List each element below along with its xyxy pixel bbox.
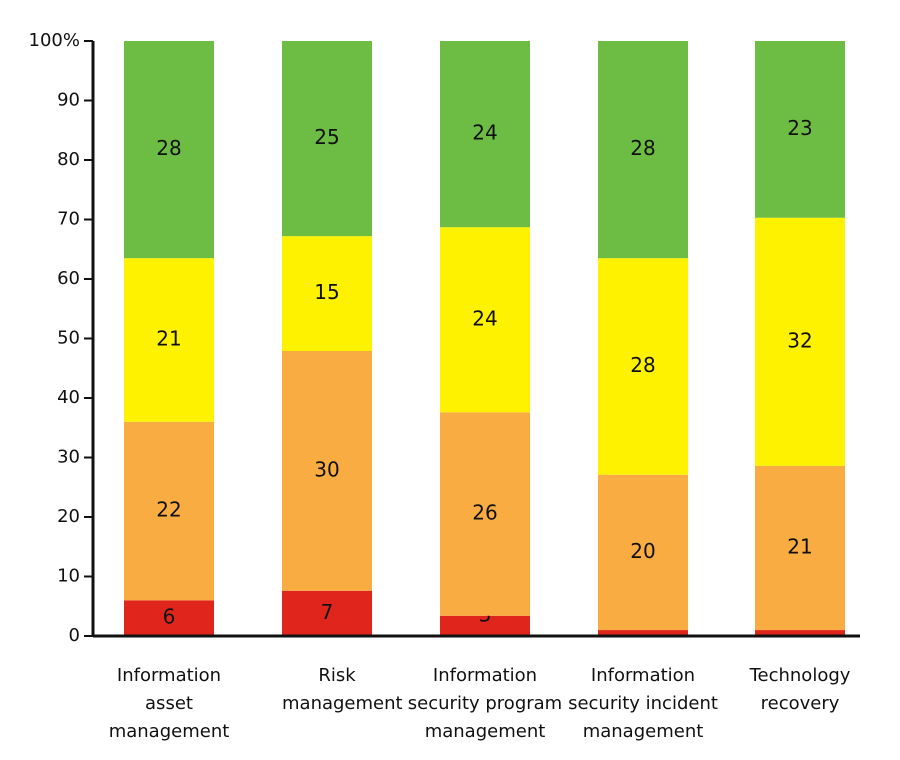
y-tick-label: 20: [57, 506, 80, 527]
x-tick-label: Risk management: [282, 665, 403, 714]
bar-segment: [598, 630, 688, 636]
y-tick-label: 50: [57, 328, 80, 349]
y-tick-label: 40: [57, 387, 80, 408]
segment-label: 30: [314, 457, 339, 481]
segment-label: 15: [314, 280, 339, 304]
segment-label: 6: [163, 605, 176, 629]
segment-label: 28: [630, 353, 655, 377]
bar-segment: [755, 217, 845, 466]
segment-label: 23: [787, 116, 812, 140]
segment-label: 7: [321, 600, 334, 624]
bar-segment: [755, 630, 845, 636]
bar-segment: [440, 412, 530, 616]
bar-segment: [282, 590, 372, 636]
y-tick-label: 60: [57, 268, 80, 289]
bar-segment: [124, 41, 214, 259]
segment-label: 22: [156, 498, 181, 522]
y-tick-label: 90: [57, 90, 80, 111]
bar-segment: [124, 600, 214, 636]
bar-segment: [440, 615, 530, 636]
segment-label: 28: [156, 136, 181, 160]
x-tick-label: Information security program management: [407, 665, 563, 742]
bar-segment: [598, 258, 688, 475]
y-tick-label: 30: [57, 447, 80, 468]
y-tick-label: 70: [57, 209, 80, 230]
bar-segment: [598, 41, 688, 259]
segment-label: 26: [472, 501, 497, 525]
bar-segment: [282, 41, 372, 237]
bar-segment: [598, 474, 688, 631]
segment-label: 32: [787, 328, 812, 352]
bar-segment: [124, 421, 214, 601]
segment-label: 28: [630, 136, 655, 160]
segment-label: 24: [472, 121, 497, 145]
segment-label: 20: [630, 539, 655, 563]
x-tick-label: Technology recovery: [749, 665, 851, 714]
bar-segment: [440, 41, 530, 228]
segment-label: 21: [156, 326, 181, 350]
x-tick-label: Information asset management: [108, 665, 230, 742]
bar-segment: [124, 258, 214, 422]
x-tick-label: Information security incident management: [568, 665, 718, 742]
bar-segment: [282, 236, 372, 351]
y-tick-label: 0: [69, 625, 80, 646]
segment-label: 24: [472, 306, 497, 330]
bar-segment: [755, 41, 845, 218]
y-tick-label: 100%: [29, 30, 80, 51]
bar-segment: [282, 350, 372, 591]
segment-label: 25: [314, 125, 339, 149]
y-tick-label: 10: [57, 566, 80, 587]
y-tick-label: 80: [57, 149, 80, 170]
segment-label: 21: [787, 534, 812, 558]
bar-segment: [755, 465, 845, 631]
bar-segment: [440, 227, 530, 413]
